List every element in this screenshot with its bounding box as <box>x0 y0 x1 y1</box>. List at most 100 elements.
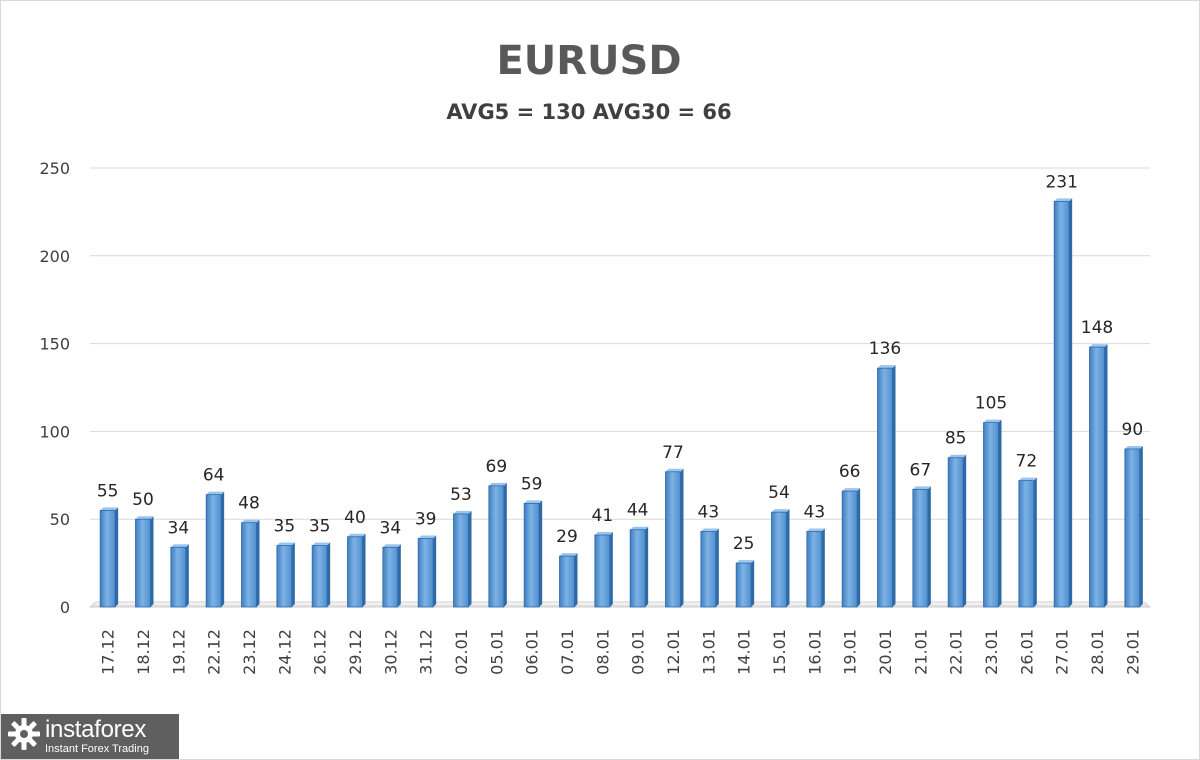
bar-front <box>947 457 964 608</box>
bar-front <box>594 534 611 608</box>
data-label: 48 <box>238 494 260 514</box>
chart-subtitle: AVG5 = 130 AVG30 = 66 <box>446 100 732 124</box>
chart-title: EURUSD <box>496 38 682 84</box>
bar-front <box>170 546 187 608</box>
data-label: 53 <box>450 485 472 505</box>
bar-top <box>983 419 1002 423</box>
bar-side <box>645 526 649 607</box>
bar-top <box>1054 198 1073 202</box>
bar-top <box>488 482 507 486</box>
data-label: 43 <box>698 502 720 522</box>
bar-front <box>1018 480 1035 608</box>
bar <box>523 500 543 608</box>
bar-side <box>927 486 931 607</box>
x-tick-label: 23.01 <box>982 629 1001 675</box>
bar <box>841 488 861 608</box>
data-label: 148 <box>1081 318 1113 338</box>
instaforex-logo: instaforex Instant Forex Trading <box>1 714 179 759</box>
bar-front <box>347 536 363 608</box>
bar-side <box>1033 477 1037 607</box>
data-label: 35 <box>274 517 296 537</box>
bar-side <box>185 544 189 607</box>
bar <box>453 510 472 608</box>
data-label: 105 <box>975 394 1007 414</box>
bar-side <box>963 454 967 607</box>
x-tick-label: 27.01 <box>1053 629 1072 675</box>
data-label: 25 <box>733 534 755 554</box>
bar-front <box>1124 448 1141 608</box>
bar-front <box>1089 346 1105 608</box>
x-tick-label: 18.12 <box>134 629 153 675</box>
gear-logo-icon <box>7 717 41 756</box>
bar-side <box>821 528 825 607</box>
bar <box>276 542 295 608</box>
bar-top <box>912 486 931 490</box>
data-label: 34 <box>380 518 402 538</box>
bar <box>877 365 896 608</box>
bar-top <box>135 516 154 520</box>
bar-top <box>771 509 790 513</box>
bar <box>205 491 225 608</box>
bar <box>806 528 825 608</box>
data-label: 77 <box>662 443 684 463</box>
data-label: 69 <box>486 457 508 477</box>
bar-front <box>241 522 257 608</box>
bar <box>382 544 401 608</box>
x-tick-label: 23.12 <box>240 629 259 675</box>
bar-top <box>453 510 472 514</box>
data-label: 64 <box>203 466 225 486</box>
bar-front <box>983 422 999 608</box>
data-label: 136 <box>869 339 901 359</box>
bar-side <box>362 533 366 607</box>
data-label: 90 <box>1122 420 1144 440</box>
x-tick-label: 08.01 <box>593 629 612 675</box>
x-tick-label: 06.01 <box>523 629 542 675</box>
bar-top <box>418 535 437 539</box>
bar-front <box>1053 200 1070 608</box>
x-tick-label: 12.01 <box>664 629 683 675</box>
bar-top <box>1124 445 1143 449</box>
data-label: 55 <box>97 481 119 501</box>
x-tick-label: 29.12 <box>346 629 365 675</box>
bar-side <box>150 516 154 607</box>
bar-top <box>241 519 260 523</box>
x-tick-label: 05.01 <box>487 629 506 675</box>
data-label: 35 <box>309 517 331 537</box>
bar <box>983 419 1002 608</box>
y-tick-label: 250 <box>39 159 70 178</box>
x-tick-label: 28.01 <box>1088 629 1107 675</box>
bar-top <box>700 528 719 532</box>
data-label: 54 <box>768 483 790 503</box>
y-tick-label: 200 <box>39 247 70 266</box>
bar <box>347 533 366 608</box>
bar <box>170 544 189 608</box>
bar-side <box>1139 445 1143 607</box>
bar-top <box>559 553 578 557</box>
data-label: 59 <box>521 474 543 494</box>
bar-front <box>806 531 823 608</box>
bar-top <box>524 500 543 504</box>
bar-side <box>468 510 472 607</box>
x-tick-label: 29.01 <box>1123 629 1142 675</box>
x-tick-label: 31.12 <box>417 629 436 675</box>
x-tick-label: 26.12 <box>311 629 330 675</box>
bar-front <box>523 502 540 608</box>
bars <box>99 198 1143 608</box>
bar-top <box>806 528 825 532</box>
bar-side <box>115 507 119 607</box>
bar <box>417 535 437 608</box>
bar-side <box>609 532 613 607</box>
bar-front <box>700 531 717 608</box>
bar-top <box>948 454 967 458</box>
bar-front <box>877 367 893 608</box>
x-tick-label: 19.12 <box>169 629 188 675</box>
data-label: 44 <box>627 501 649 521</box>
bar-top <box>276 542 295 546</box>
bar <box>665 468 684 608</box>
bar <box>947 454 967 608</box>
bar-top <box>347 533 366 537</box>
bar-side <box>1104 344 1108 607</box>
data-label: 29 <box>556 527 578 547</box>
bar <box>241 519 260 608</box>
